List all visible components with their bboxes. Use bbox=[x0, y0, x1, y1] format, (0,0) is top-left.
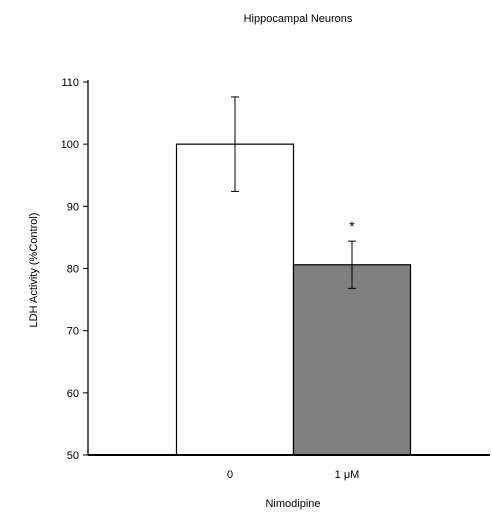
x-tick-label: 0 bbox=[227, 469, 233, 481]
significance-marker: * bbox=[349, 218, 355, 234]
y-tick-label: 50 bbox=[67, 450, 79, 462]
y-tick-label: 90 bbox=[67, 201, 79, 213]
y-tick-label: 100 bbox=[61, 139, 79, 151]
y-tick-label: 110 bbox=[61, 77, 79, 89]
y-tick-label: 80 bbox=[67, 264, 79, 276]
y-axis-label: LDH Activity (%Control) bbox=[28, 213, 40, 328]
bar bbox=[175, 143, 295, 456]
y-tick-label: 60 bbox=[67, 388, 79, 400]
x-tick-label: 1 μM bbox=[335, 469, 360, 481]
y-tick-label: 70 bbox=[67, 326, 79, 338]
bar bbox=[292, 264, 412, 456]
x-axis-label: Nimodipine bbox=[265, 498, 320, 510]
plot-area: 50 60 70 80 90 100 110 0 1 μM * bbox=[61, 77, 490, 481]
chart-title: Hippocampal Neurons bbox=[244, 13, 353, 25]
